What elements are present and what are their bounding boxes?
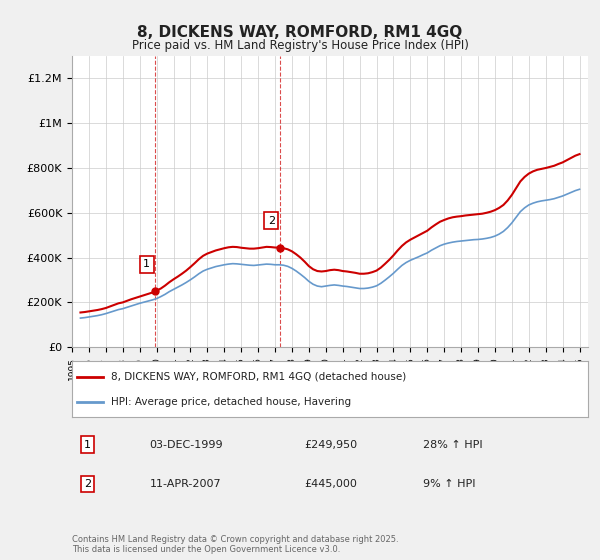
Text: 1: 1 (84, 440, 91, 450)
Text: 1: 1 (143, 259, 150, 269)
Text: £445,000: £445,000 (304, 479, 357, 489)
Text: 2: 2 (268, 216, 275, 226)
Text: Price paid vs. HM Land Registry's House Price Index (HPI): Price paid vs. HM Land Registry's House … (131, 39, 469, 52)
Text: 8, DICKENS WAY, ROMFORD, RM1 4GQ: 8, DICKENS WAY, ROMFORD, RM1 4GQ (137, 25, 463, 40)
Text: HPI: Average price, detached house, Havering: HPI: Average price, detached house, Have… (110, 396, 351, 407)
Text: 2: 2 (84, 479, 91, 489)
Text: Contains HM Land Registry data © Crown copyright and database right 2025.
This d: Contains HM Land Registry data © Crown c… (72, 535, 398, 554)
Text: £249,950: £249,950 (304, 440, 358, 450)
Text: 8, DICKENS WAY, ROMFORD, RM1 4GQ (detached house): 8, DICKENS WAY, ROMFORD, RM1 4GQ (detach… (110, 372, 406, 382)
Text: 03-DEC-1999: 03-DEC-1999 (149, 440, 223, 450)
Text: 28% ↑ HPI: 28% ↑ HPI (423, 440, 482, 450)
Text: 11-APR-2007: 11-APR-2007 (149, 479, 221, 489)
Text: 9% ↑ HPI: 9% ↑ HPI (423, 479, 475, 489)
